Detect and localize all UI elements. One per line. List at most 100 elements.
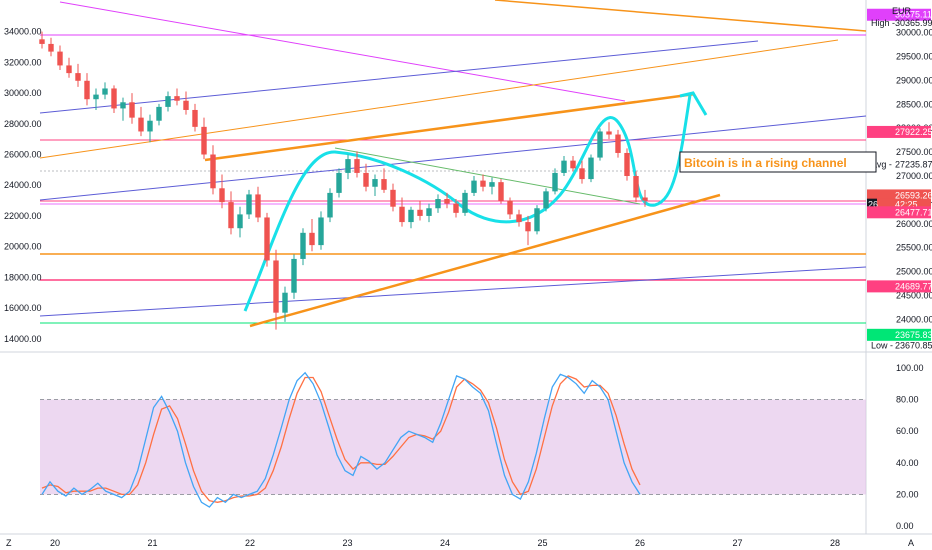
- price-tag-label: Low -: [871, 341, 893, 351]
- price-tag: 23675.83: [867, 328, 932, 341]
- right-axis-tick: 28500.00: [896, 99, 932, 109]
- x-axis-tick: 22: [245, 538, 255, 548]
- stoch-axis-tick: 0.00: [896, 521, 914, 531]
- candle-body: [381, 179, 387, 190]
- x-axis-tick: 24: [440, 538, 450, 548]
- stoch-axis-tick: 60.00: [896, 426, 919, 436]
- x-axis-tick: 25: [538, 538, 548, 548]
- left-axis-tick: 20000.00: [4, 242, 42, 252]
- candle-body: [462, 192, 468, 213]
- price-tag: Avg -27235.87: [871, 160, 932, 170]
- stoch-axis-tick: 100.00: [896, 363, 924, 373]
- candle-body: [291, 258, 297, 293]
- projection-path: [243, 94, 692, 312]
- candle-body: [480, 180, 486, 187]
- price-tag-bg: [867, 189, 931, 202]
- candle-body: [399, 206, 405, 223]
- price-tag-bg: [867, 280, 931, 293]
- stoch-axis-tick: 40.00: [896, 458, 919, 468]
- candle-body: [66, 65, 72, 74]
- channel-lower: [249, 193, 721, 328]
- price-tag-value: 24689.77: [895, 281, 932, 291]
- candle-body: [336, 172, 342, 193]
- candle-body: [489, 182, 495, 187]
- candle-body: [57, 51, 63, 66]
- candle-body: [516, 214, 522, 223]
- currency-label: EUR: [892, 6, 912, 16]
- price-tag-value: 27235.87: [895, 160, 932, 170]
- candle-body: [642, 197, 648, 201]
- trendline-magenta: [59, 1, 626, 102]
- candle-body: [48, 43, 54, 52]
- candle-body: [471, 180, 477, 193]
- left-axis-tick: 34000.00: [4, 27, 42, 37]
- trendline-orange-upper: [39, 39, 839, 159]
- candles: [39, 31, 648, 330]
- x-axis-tick: 21: [148, 538, 158, 548]
- candle-body: [318, 217, 324, 246]
- price-tag: 26593.26: [867, 189, 932, 202]
- candle-body: [192, 109, 198, 127]
- left-axis-tick: 30000.00: [4, 88, 42, 98]
- price-tag-value: 26593.26: [895, 190, 932, 200]
- candle-body: [354, 159, 360, 173]
- candle-body: [264, 217, 270, 261]
- candle-body: [588, 157, 594, 180]
- candle-body: [606, 131, 612, 135]
- annotation-text: Bitcoin is in a rising channel: [684, 156, 847, 170]
- trendline-blue-mid: [39, 115, 867, 201]
- left-axis-tick: 22000.00: [4, 211, 42, 221]
- candle-body: [624, 152, 630, 176]
- candle-body: [255, 194, 261, 218]
- price-tag: 24689.77: [867, 280, 932, 293]
- price-tag-bg: [867, 8, 931, 21]
- right-axis-tick: 27500.00: [896, 147, 932, 157]
- left-axis-tick: 16000.00: [4, 303, 42, 313]
- channel-lines: [39, 0, 867, 328]
- price-tag-value: 30365.99: [895, 18, 932, 28]
- candle-body: [408, 209, 414, 223]
- candle-body: [561, 160, 567, 173]
- x-axis-tick: 26: [635, 538, 645, 548]
- price-tag: 30375.11: [867, 8, 932, 21]
- candle-body: [633, 176, 639, 198]
- x-axis-tick: 23: [343, 538, 353, 548]
- price-tag: 26477.71: [867, 206, 932, 219]
- trendline-blue-upper: [39, 40, 759, 114]
- channel-upper: [204, 92, 696, 162]
- price-tag-label: Avg -: [871, 160, 892, 170]
- x-axis-tick: 27: [733, 538, 743, 548]
- candle-body: [102, 88, 108, 95]
- left-axis-tick: 26000.00: [4, 150, 42, 160]
- candle-body: [147, 120, 153, 132]
- left-axis-tick: 32000.00: [4, 57, 42, 67]
- candle-body: [84, 80, 90, 100]
- corner-right-label[interactable]: A: [908, 538, 914, 548]
- price-tag-dark: [867, 198, 877, 211]
- price-tag-value: 30375.11: [895, 10, 932, 20]
- annotation-box[interactable]: Bitcoin is in a rising channel: [679, 151, 877, 173]
- stoch-band: [40, 399, 866, 495]
- left-axis-tick: 18000.00: [4, 272, 42, 282]
- candle-body: [507, 200, 513, 215]
- candle-body: [228, 202, 234, 229]
- candle-body: [246, 194, 252, 215]
- right-axis-tick: 29500.00: [896, 52, 932, 62]
- candle-body: [120, 102, 126, 109]
- price-tag-bg: [867, 125, 931, 138]
- price-tag-value: 23675.83: [895, 330, 932, 340]
- candle-body: [363, 172, 369, 187]
- right-axis-tick: 30000.00: [896, 28, 932, 38]
- candle-body: [300, 232, 306, 259]
- candle-body: [543, 191, 549, 209]
- candle-body: [309, 232, 315, 246]
- candle-body: [183, 100, 189, 110]
- x-axis-tick: 20: [50, 538, 60, 548]
- right-axis-tick: 29000.00: [896, 75, 932, 85]
- right-axis-tick: 24500.00: [896, 290, 932, 300]
- corner-left-label[interactable]: Z: [6, 538, 12, 548]
- candle-body: [174, 96, 180, 101]
- candle-body: [345, 159, 351, 173]
